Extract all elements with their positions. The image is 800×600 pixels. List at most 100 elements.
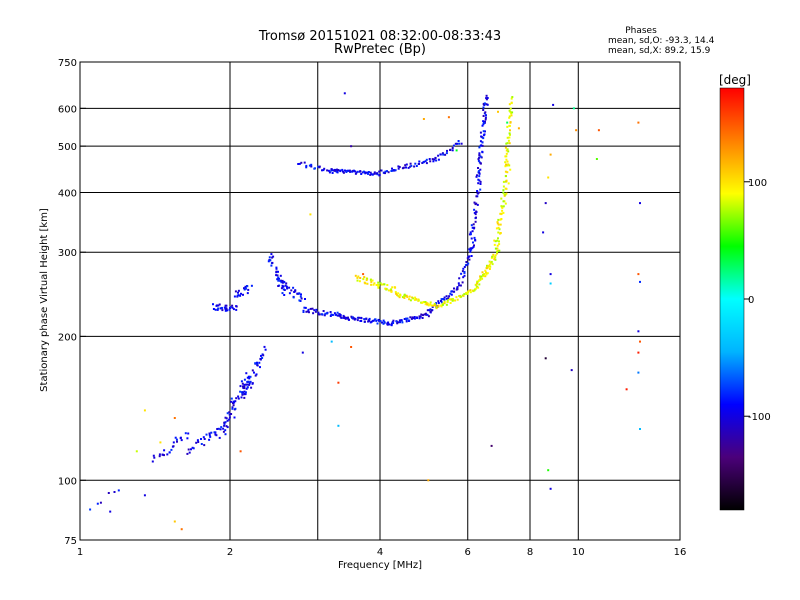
echo-point [187, 432, 190, 435]
echo-point [304, 298, 306, 300]
echo-point [478, 146, 481, 149]
echo-point [482, 275, 485, 278]
echo-point [388, 323, 391, 326]
echo-point [336, 171, 339, 174]
echo-point [509, 107, 512, 110]
echo-point [508, 142, 511, 145]
echo-point [505, 192, 508, 195]
echo-point [478, 179, 481, 182]
echo-point [504, 187, 507, 190]
echo-point [482, 109, 485, 111]
echo-point [480, 144, 483, 147]
echo-point [217, 304, 220, 307]
echo-point [350, 346, 353, 348]
echo-point [224, 416, 227, 419]
echo-point [430, 304, 433, 307]
echo-point [420, 313, 423, 316]
echo-point [466, 291, 469, 294]
echo-point [221, 309, 224, 312]
echo-point [469, 247, 472, 250]
echo-point [267, 260, 270, 263]
echo-point [435, 306, 438, 309]
echo-point [302, 309, 305, 312]
echo-point [511, 96, 514, 98]
echo-point [547, 176, 550, 179]
echo-point [283, 281, 286, 284]
echo-point [370, 320, 373, 323]
echo-point [208, 434, 211, 437]
echo-point [152, 454, 155, 457]
echo-point [429, 303, 432, 306]
echo-point [260, 354, 262, 357]
echo-point [223, 424, 226, 427]
echo-point [488, 268, 491, 270]
echo-point [469, 250, 472, 253]
echo-point [225, 417, 228, 420]
echo-point [504, 146, 507, 149]
echo-point [328, 171, 331, 174]
echo-point [244, 287, 247, 290]
echo-point [271, 261, 274, 264]
echo-point [237, 397, 240, 400]
echo-point [321, 169, 323, 172]
echo-point [384, 287, 387, 290]
echo-point [505, 180, 508, 183]
echo-point [224, 429, 227, 432]
echo-point [425, 162, 428, 165]
echo-point [337, 169, 340, 171]
echo-point [377, 281, 380, 284]
echo-point [375, 284, 378, 286]
echo-point [228, 416, 231, 419]
echo-point [345, 171, 348, 173]
echo-point [234, 290, 237, 293]
echo-point [175, 438, 178, 441]
echo-point [296, 292, 299, 295]
echo-point [188, 451, 191, 454]
echo-point [240, 396, 243, 399]
echo-point [394, 169, 397, 172]
echo-point [235, 397, 238, 400]
echo-point [382, 319, 385, 322]
echo-point [280, 287, 283, 290]
echo-point [248, 377, 251, 380]
echo-point [425, 313, 428, 316]
echo-point [202, 436, 205, 439]
echo-point [245, 372, 248, 375]
echo-point [219, 428, 222, 431]
echo-point [440, 301, 443, 304]
x-tick-label: 2 [227, 547, 233, 558]
echo-point [494, 258, 497, 261]
echo-point [479, 188, 482, 191]
echo-point [281, 286, 284, 289]
echo-point [357, 316, 359, 319]
echo-point [415, 298, 418, 301]
echo-point [299, 300, 302, 302]
echo-point [373, 171, 376, 174]
phase-summary-x: mean, sd,X: 89.2, 15.9 [608, 46, 711, 56]
echo-point [386, 323, 389, 326]
echo-point [301, 351, 304, 354]
echo-point [499, 212, 502, 215]
echo-point [405, 318, 408, 321]
echo-point [231, 304, 234, 307]
echo-point [419, 315, 422, 318]
echo-point [179, 437, 182, 440]
echo-point [462, 267, 465, 270]
echo-point [370, 280, 373, 283]
echo-point [486, 103, 489, 106]
echo-point [409, 316, 412, 319]
echo-point [496, 244, 499, 247]
echo-point [498, 249, 501, 252]
echo-point [172, 441, 175, 444]
echo-point [493, 239, 496, 242]
echo-point [637, 371, 640, 374]
echo-point [413, 317, 416, 320]
echo-point [305, 164, 308, 167]
echo-point [191, 446, 194, 449]
echo-point [477, 167, 479, 169]
echo-point [448, 298, 451, 301]
echo-point [443, 296, 446, 299]
echo-point [427, 304, 430, 307]
echo-point [240, 380, 243, 383]
echo-point [222, 427, 225, 430]
